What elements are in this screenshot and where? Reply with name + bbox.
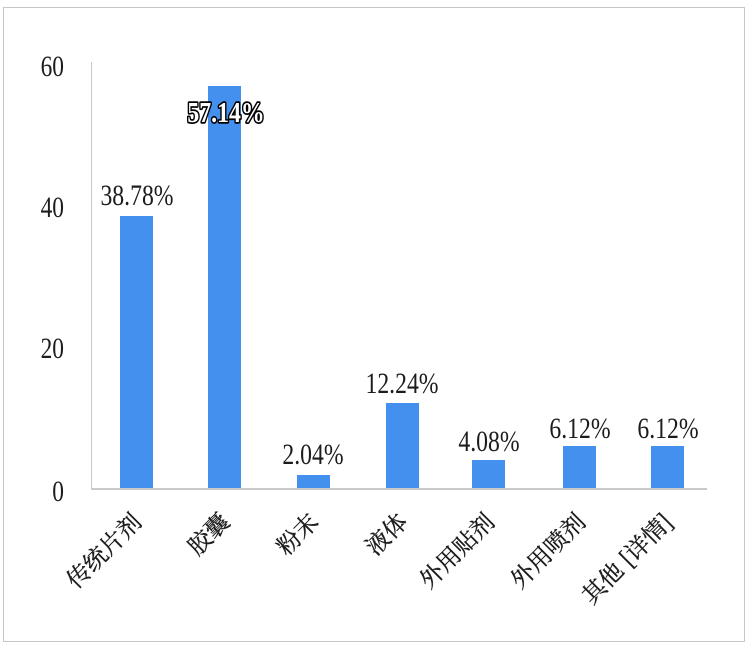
svg-text:57.14%: 57.14% <box>187 96 264 129</box>
